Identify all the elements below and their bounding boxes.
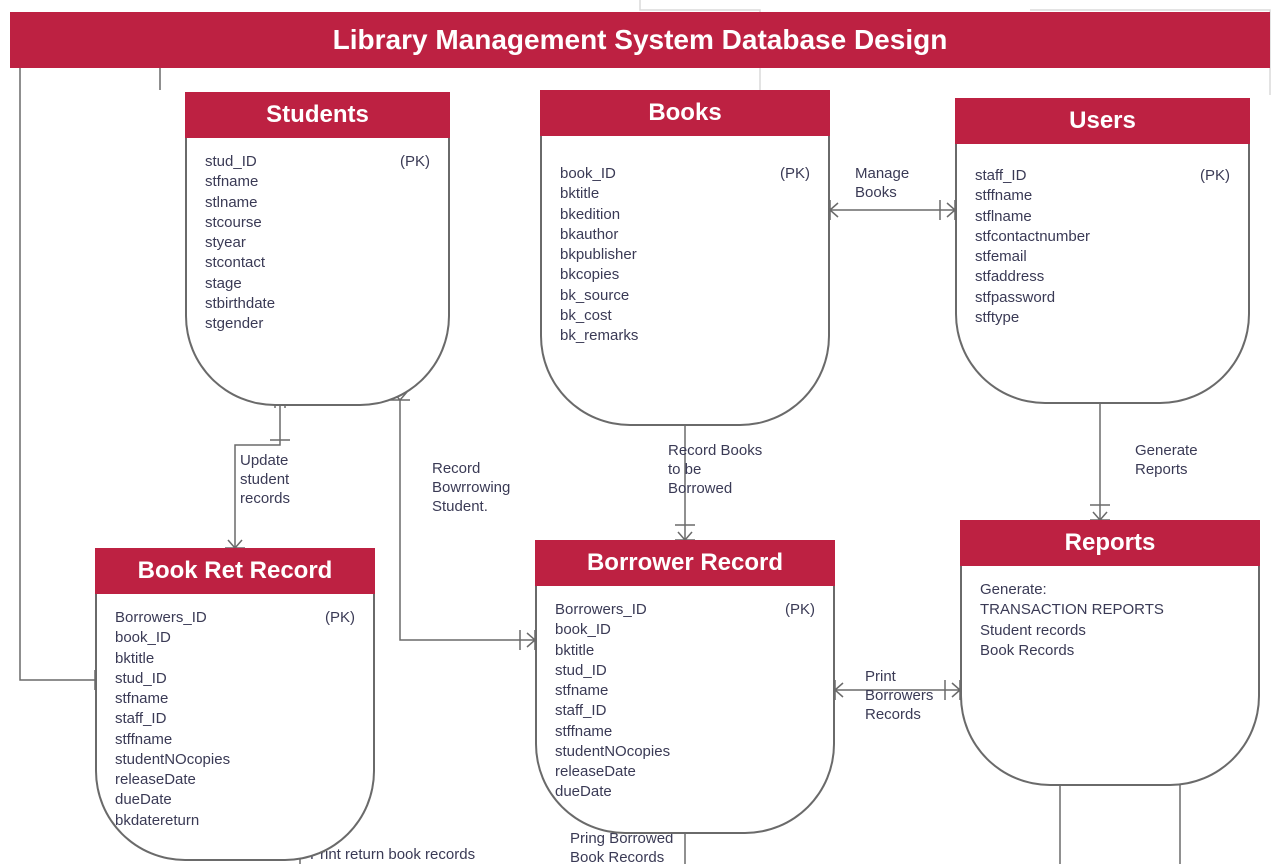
field-row: bktitle bbox=[115, 649, 355, 669]
field-row: stfaddress bbox=[975, 267, 1230, 287]
rel-print-borrowed: Pring Borrowed Book Records bbox=[570, 830, 673, 868]
entity-reports-body: Generate: TRANSACTION REPORTS Student re… bbox=[960, 566, 1260, 786]
entity-students-body: stud_ID(PK) stfname stlname stcourse sty… bbox=[185, 138, 450, 406]
rel-record-borrowing: Record Bowrrowing Student. bbox=[432, 460, 510, 516]
entity-book-ret-record-body: Borrowers_ID(PK) book_ID bktitle stud_ID… bbox=[95, 594, 375, 861]
field-row: staff_ID(PK) bbox=[975, 166, 1230, 186]
field-row: studentNOcopies bbox=[115, 750, 355, 770]
field-row: stbirthdate bbox=[205, 294, 430, 314]
field-row: staff_ID bbox=[555, 701, 815, 721]
field-row: dueDate bbox=[555, 782, 815, 802]
rel-record-books-borrowed: Record Books to be Borrowed bbox=[668, 442, 762, 498]
entity-reports-header: Reports bbox=[960, 520, 1260, 566]
field-row: bkedition bbox=[560, 205, 810, 225]
rel-manage-books: Manage Books bbox=[855, 165, 909, 203]
rel-print-borrowers: Print Borrowers Records bbox=[865, 668, 933, 724]
field-row: Book Records bbox=[980, 641, 1240, 661]
rel-update-student: Update student records bbox=[240, 452, 290, 508]
entity-book-ret-record-header: Book Ret Record bbox=[95, 548, 375, 594]
field-row: stfpassword bbox=[975, 288, 1230, 308]
field-row: stud_ID bbox=[115, 669, 355, 689]
field-row: book_ID(PK) bbox=[560, 164, 810, 184]
field-row: bkauthor bbox=[560, 225, 810, 245]
entity-students: Students stud_ID(PK) stfname stlname stc… bbox=[185, 92, 450, 406]
entity-book-ret-record: Book Ret Record Borrowers_ID(PK) book_ID… bbox=[95, 548, 375, 861]
field-row: stgender bbox=[205, 314, 430, 334]
field-row: stffname bbox=[975, 186, 1230, 206]
field-row: bktitle bbox=[560, 184, 810, 204]
entity-reports: Reports Generate: TRANSACTION REPORTS St… bbox=[960, 520, 1260, 786]
field-row: staff_ID bbox=[115, 709, 355, 729]
entity-books-body: book_ID(PK) bktitle bkedition bkauthor b… bbox=[540, 136, 830, 426]
field-row: Student records bbox=[980, 621, 1240, 641]
field-row: Generate: bbox=[980, 580, 1240, 600]
field-row: stud_ID(PK) bbox=[205, 152, 430, 172]
field-row: releaseDate bbox=[555, 762, 815, 782]
rel-generate-reports: Generate Reports bbox=[1135, 442, 1198, 480]
field-row: Borrowers_ID(PK) bbox=[555, 600, 815, 620]
entity-users: Users staff_ID(PK) stffname stflname stf… bbox=[955, 98, 1250, 404]
field-row: stffname bbox=[115, 730, 355, 750]
field-row: stcourse bbox=[205, 213, 430, 233]
field-row: stfemail bbox=[975, 247, 1230, 267]
field-row: stcontact bbox=[205, 253, 430, 273]
entity-borrower-record-header: Borrower Record bbox=[535, 540, 835, 586]
entity-books-header: Books bbox=[540, 90, 830, 136]
field-row: stud_ID bbox=[555, 661, 815, 681]
entity-users-body: staff_ID(PK) stffname stflname stfcontac… bbox=[955, 144, 1250, 404]
field-row: stflname bbox=[975, 207, 1230, 227]
field-row: bk_remarks bbox=[560, 326, 810, 346]
entity-borrower-record: Borrower Record Borrowers_ID(PK) book_ID… bbox=[535, 540, 835, 834]
entity-books: Books book_ID(PK) bktitle bkedition bkau… bbox=[540, 90, 830, 426]
entity-users-header: Users bbox=[955, 98, 1250, 144]
field-row: stlname bbox=[205, 193, 430, 213]
field-row: styear bbox=[205, 233, 430, 253]
field-row: bkcopies bbox=[560, 265, 810, 285]
page-title: Library Management System Database Desig… bbox=[10, 12, 1270, 68]
field-row: stfname bbox=[205, 172, 430, 192]
field-row: stffname bbox=[555, 722, 815, 742]
entity-borrower-record-body: Borrowers_ID(PK) book_ID bktitle stud_ID… bbox=[535, 586, 835, 834]
field-row: studentNOcopies bbox=[555, 742, 815, 762]
field-row: stfname bbox=[115, 689, 355, 709]
field-row: stfcontactnumber bbox=[975, 227, 1230, 247]
field-row: stfname bbox=[555, 681, 815, 701]
field-row: dueDate bbox=[115, 790, 355, 810]
field-row: Borrowers_ID(PK) bbox=[115, 608, 355, 628]
field-row: book_ID bbox=[115, 628, 355, 648]
field-row: stftype bbox=[975, 308, 1230, 328]
field-row: bk_source bbox=[560, 286, 810, 306]
field-row: bk_cost bbox=[560, 306, 810, 326]
field-row: stage bbox=[205, 274, 430, 294]
field-row: book_ID bbox=[555, 620, 815, 640]
field-row: bkdatereturn bbox=[115, 811, 355, 831]
field-row: TRANSACTION REPORTS bbox=[980, 600, 1240, 620]
field-row: releaseDate bbox=[115, 770, 355, 790]
entity-students-header: Students bbox=[185, 92, 450, 138]
field-row: bkpublisher bbox=[560, 245, 810, 265]
field-row: bktitle bbox=[555, 641, 815, 661]
